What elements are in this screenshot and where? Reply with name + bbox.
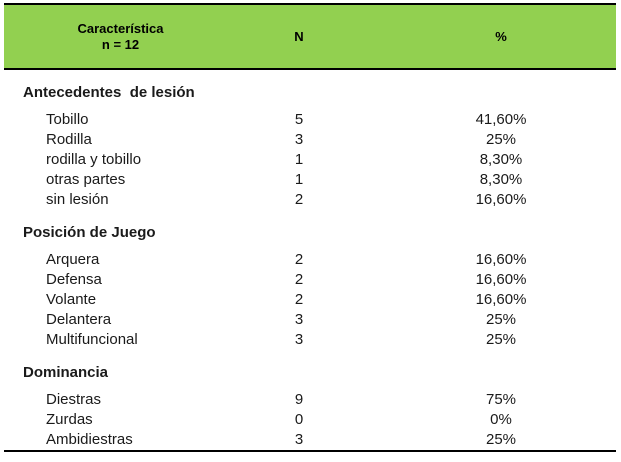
- table-row: Volante 2 16,60%: [4, 290, 616, 310]
- row-percent-value: 8,30%: [479, 151, 523, 168]
- row-percent-value: 75%: [485, 391, 517, 408]
- table-row: Tobillo 5 41,60%: [4, 110, 616, 130]
- header-sample-size: n = 12: [101, 36, 140, 52]
- row-n-value: 3: [294, 431, 304, 448]
- table-row: Rodilla 3 25%: [4, 130, 616, 150]
- row-label: sin lesión: [46, 191, 109, 208]
- section-title: Antecedentes de lesión: [23, 84, 195, 101]
- table-row: sin lesión 2 16,60%: [4, 190, 616, 210]
- section-rows: Diestras 9 75% Zurdas 0 0% Ambidiestras …: [4, 390, 616, 450]
- table-body: Antecedentes de lesión Tobillo 5 41,60% …: [4, 85, 616, 450]
- table-section: Antecedentes de lesión Tobillo 5 41,60% …: [4, 85, 616, 210]
- table-row: otras partes 1 8,30%: [4, 170, 616, 190]
- row-n-value: 9: [294, 391, 304, 408]
- row-n-value: 2: [294, 271, 304, 288]
- header-cell-characteristic: Característica n = 12: [4, 21, 237, 53]
- row-n-value: 0: [294, 411, 304, 428]
- table-row: Multifuncional 3 25%: [4, 330, 616, 350]
- row-n-value: 3: [294, 131, 304, 148]
- row-n-value: 1: [294, 151, 304, 168]
- table-row: Arquera 2 16,60%: [4, 250, 616, 270]
- row-label: Multifuncional: [46, 331, 138, 348]
- section-rows: Arquera 2 16,60% Defensa 2 16,60% Volant…: [4, 250, 616, 350]
- row-percent-value: 8,30%: [479, 171, 523, 188]
- row-percent-value: 25%: [485, 431, 517, 448]
- table-header-row: Característica n = 12 N %: [4, 3, 616, 70]
- row-percent-value: 16,60%: [475, 271, 527, 288]
- table-row: Zurdas 0 0%: [4, 410, 616, 430]
- row-label: Defensa: [46, 271, 102, 288]
- row-label: otras partes: [46, 171, 126, 188]
- row-percent-value: 0%: [490, 411, 512, 428]
- row-n-value: 1: [294, 171, 304, 188]
- row-label: Delantera: [46, 311, 112, 328]
- row-percent-value: 25%: [485, 311, 517, 328]
- row-n-value: 2: [294, 191, 304, 208]
- row-n-value: 3: [294, 331, 304, 348]
- row-percent-value: 16,60%: [475, 191, 527, 208]
- row-label: Rodilla: [46, 131, 92, 148]
- row-percent-value: 25%: [485, 331, 517, 348]
- row-label: rodilla y tobillo: [46, 151, 142, 168]
- row-label: Volante: [46, 291, 97, 308]
- header-cell-n: N: [294, 28, 304, 44]
- row-n-value: 5: [294, 111, 304, 128]
- section-title: Posición de Juego: [23, 224, 156, 241]
- table-row: Defensa 2 16,60%: [4, 270, 616, 290]
- table-row: Diestras 9 75%: [4, 390, 616, 410]
- section-title: Dominancia: [23, 364, 109, 381]
- row-n-value: 3: [294, 311, 304, 328]
- characteristics-table: Característica n = 12 N % Antecedentes d…: [4, 3, 616, 452]
- row-n-value: 2: [294, 291, 304, 308]
- table-row: rodilla y tobillo 1 8,30%: [4, 150, 616, 170]
- row-label: Zurdas: [46, 411, 93, 428]
- table-row: Delantera 3 25%: [4, 310, 616, 330]
- table-section: Posición de Juego Arquera 2 16,60% Defen…: [4, 225, 616, 350]
- row-label: Tobillo: [46, 111, 89, 128]
- row-percent-value: 25%: [485, 131, 517, 148]
- row-percent-value: 41,60%: [475, 111, 527, 128]
- row-label: Arquera: [46, 251, 100, 268]
- row-label: Diestras: [46, 391, 102, 408]
- table-section: Dominancia Diestras 9 75% Zurdas 0 0% Am…: [4, 365, 616, 450]
- table-row: Ambidiestras 3 25%: [4, 430, 616, 450]
- header-cell-percent: %: [495, 28, 507, 44]
- row-percent-value: 16,60%: [475, 291, 527, 308]
- row-percent-value: 16,60%: [475, 251, 527, 268]
- section-rows: Tobillo 5 41,60% Rodilla 3 25% rodilla y…: [4, 110, 616, 210]
- header-characteristic-title: Característica: [77, 20, 164, 36]
- row-n-value: 2: [294, 251, 304, 268]
- row-label: Ambidiestras: [46, 431, 133, 448]
